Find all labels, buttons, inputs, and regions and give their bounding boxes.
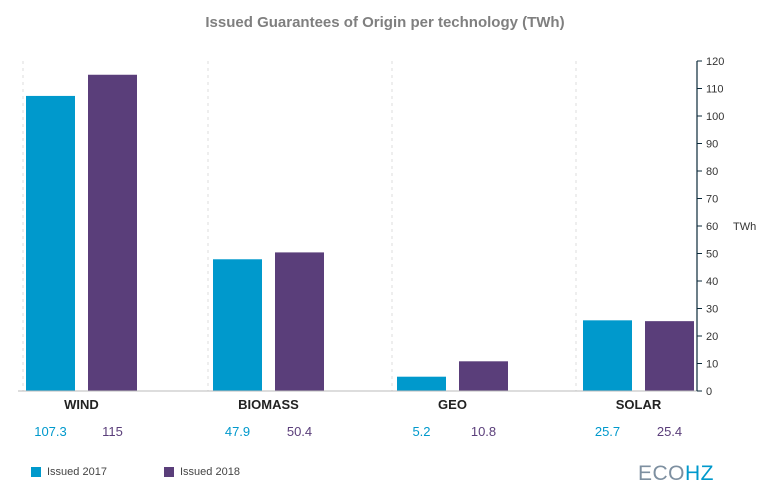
y-tick-label: 70 bbox=[706, 194, 718, 206]
bar-solar-1 bbox=[645, 321, 694, 391]
y-tick-label: 10 bbox=[706, 359, 718, 371]
logo-text-eco: ECO bbox=[638, 462, 686, 485]
legend-swatch-2018 bbox=[164, 467, 174, 477]
bar-biomass-1 bbox=[275, 252, 324, 391]
value-label-solar-0: 25.7 bbox=[595, 424, 620, 439]
logo-text-hz: HZ bbox=[685, 462, 715, 485]
legend-label-2018: Issued 2018 bbox=[180, 466, 240, 478]
category-label-biomass: BIOMASS bbox=[238, 397, 299, 412]
category-label-solar: SOLAR bbox=[616, 397, 662, 412]
value-label-wind-1: 115 bbox=[102, 424, 123, 439]
bar-geo-1 bbox=[459, 361, 508, 391]
category-label-wind: WIND bbox=[64, 397, 99, 412]
y-tick-label: 40 bbox=[706, 276, 718, 288]
y-tick-label: 20 bbox=[706, 331, 718, 343]
y-tick-label: 100 bbox=[706, 111, 724, 123]
value-label-geo-1: 10.8 bbox=[471, 424, 496, 439]
category-label-geo: GEO bbox=[438, 397, 467, 412]
legend-item-2018: Issued 2018 bbox=[164, 466, 297, 478]
value-label-biomass-1: 50.4 bbox=[287, 424, 312, 439]
bar-wind-0 bbox=[26, 95, 75, 392]
legend: Issued 2017 Issued 2018 bbox=[31, 466, 297, 478]
y-tick-label: 60 bbox=[706, 221, 718, 233]
y-tick-label: 50 bbox=[706, 249, 718, 261]
legend-item-2017: Issued 2017 bbox=[31, 466, 164, 478]
y-tick-label: 80 bbox=[706, 166, 718, 178]
bar-wind-1 bbox=[88, 74, 137, 391]
y-tick-label: 0 bbox=[706, 386, 712, 398]
y-tick-label: 90 bbox=[706, 139, 718, 151]
bar-solar-0 bbox=[583, 320, 632, 391]
value-label-solar-1: 25.4 bbox=[657, 424, 682, 439]
value-label-biomass-0: 47.9 bbox=[225, 424, 250, 439]
y-tick-label: 30 bbox=[706, 304, 718, 316]
chart-title: Issued Guarantees of Origin per technolo… bbox=[205, 14, 565, 31]
y-tick-label: 110 bbox=[706, 84, 724, 96]
value-label-geo-0: 5.2 bbox=[412, 424, 430, 439]
legend-label-2017: Issued 2017 bbox=[47, 466, 107, 478]
bar-geo-0 bbox=[397, 376, 446, 391]
y-tick-label: 120 bbox=[706, 56, 724, 68]
legend-swatch-2017 bbox=[31, 467, 41, 477]
ecohz-logo: ECOHZ bbox=[638, 462, 714, 486]
bar-biomass-0 bbox=[213, 259, 262, 391]
y-unit-label: TWh bbox=[733, 221, 756, 233]
value-label-wind-0: 107.3 bbox=[34, 424, 67, 439]
